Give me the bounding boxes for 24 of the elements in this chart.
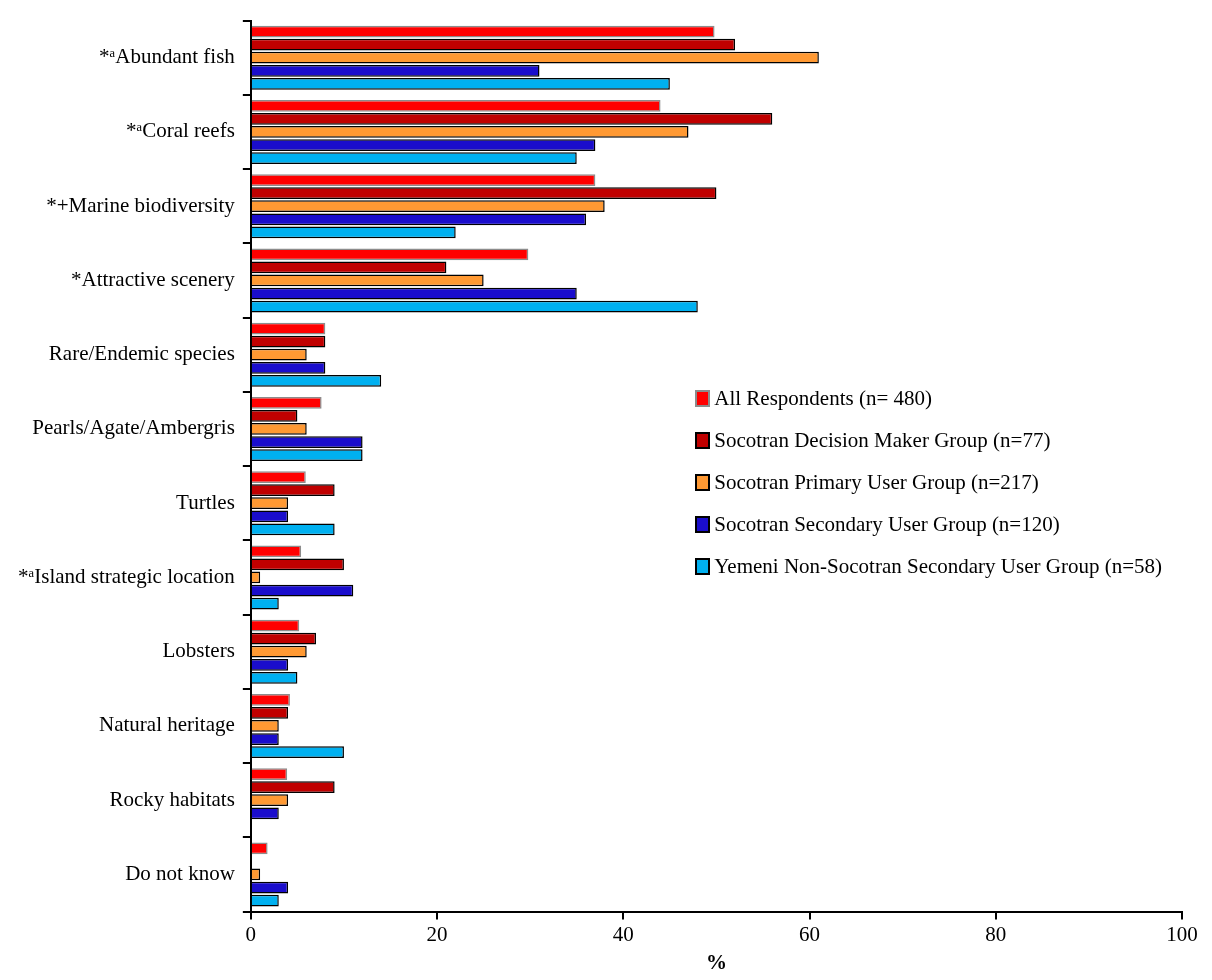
y-tick-label: Natural heritage xyxy=(99,712,235,737)
y-tick-label: Turtles xyxy=(176,489,235,514)
x-tick-label: 20 xyxy=(426,921,448,946)
x-tick-label: 40 xyxy=(612,921,634,946)
y-tick-label: *Attractive scenery xyxy=(71,266,236,291)
legend-label: Socotran Decision Maker Group (n=77) xyxy=(714,427,1051,453)
y-tick-label: Rocky habitats xyxy=(109,786,235,811)
y-tick-label: Lobsters xyxy=(162,638,235,663)
y-tick-label: *ᵃAbundant fish xyxy=(99,44,236,69)
legend-label: Socotran Secondary User Group (n=120) xyxy=(714,511,1060,537)
x-axis-title: % xyxy=(705,949,727,974)
y-tick-label: *ᵃIsland strategic location xyxy=(18,563,236,588)
y-tick-label: *+Marine biodiversity xyxy=(46,192,236,217)
y-tick-label: Pearls/Agate/Ambergris xyxy=(32,415,235,440)
x-tick-label: 0 xyxy=(245,921,257,946)
legend-label: Socotran Primary User Group (n=217) xyxy=(714,469,1039,495)
y-tick-label: *ᵃCoral reefs xyxy=(125,118,235,143)
legend-label: Yemeni Non-Socotran Secondary User Group (n=58) xyxy=(714,553,1162,579)
x-tick-label: 80 xyxy=(985,921,1007,946)
y-tick-label: Do not know xyxy=(125,860,236,885)
legend-label: All Respondents (n= 480) xyxy=(714,385,933,411)
y-tick-label: Rare/Endemic species xyxy=(48,341,235,366)
x-tick-label: 100 xyxy=(1166,921,1198,946)
x-tick-label: 60 xyxy=(799,921,821,946)
